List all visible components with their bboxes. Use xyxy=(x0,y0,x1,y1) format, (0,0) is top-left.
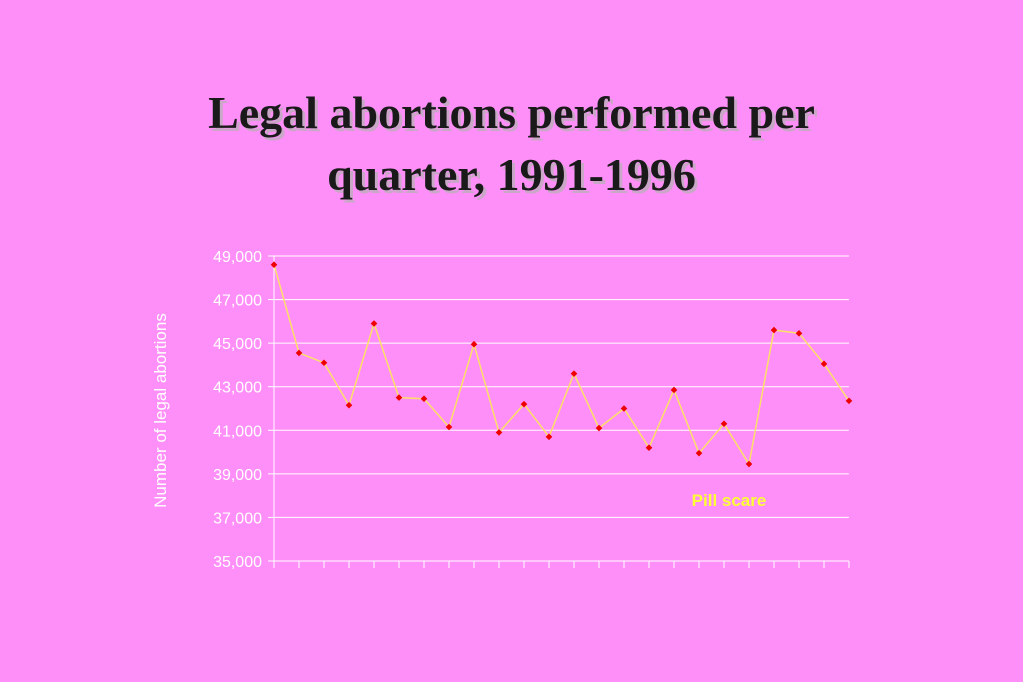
y-tick-label: 35,000 xyxy=(213,554,262,571)
y-tick-label: 49,000 xyxy=(213,249,262,266)
slide-title: Legal abortions performed per quarter, 1… xyxy=(208,87,815,200)
data-point xyxy=(395,394,403,401)
data-point xyxy=(770,326,778,334)
annotation-label: Pill scare xyxy=(692,491,767,510)
y-tick-label: 43,000 xyxy=(213,380,262,397)
data-point xyxy=(445,423,453,431)
data-point xyxy=(470,340,478,348)
y-axis-title: Number of legal abortions xyxy=(151,313,170,508)
data-point xyxy=(645,444,653,452)
data-point xyxy=(495,429,503,436)
data-point xyxy=(845,397,853,405)
data-point xyxy=(320,359,328,367)
data-point xyxy=(620,405,628,412)
y-tick-label: 45,000 xyxy=(213,336,262,353)
series-group xyxy=(270,261,853,468)
axes xyxy=(273,256,850,568)
y-tick-labels: 35,000 37,000 39,000 41,000 43,000 45,000 47,0… xyxy=(213,249,262,571)
data-point xyxy=(570,370,578,377)
data-point xyxy=(745,460,753,468)
y-tick-label: 39,000 xyxy=(213,467,262,484)
data-point xyxy=(345,401,353,409)
data-point xyxy=(720,420,728,428)
data-point xyxy=(670,386,678,394)
data-point xyxy=(595,424,603,432)
data-point xyxy=(545,433,553,441)
data-point xyxy=(420,395,428,402)
data-point xyxy=(295,349,303,357)
data-point xyxy=(695,449,703,457)
data-point xyxy=(795,330,803,337)
annotations: Pill scare xyxy=(692,491,767,510)
y-tick-label: 47,000 xyxy=(213,293,262,310)
data-point xyxy=(370,320,378,327)
data-point xyxy=(820,360,828,368)
data-point xyxy=(270,261,278,269)
data-point xyxy=(520,400,528,408)
gridlines xyxy=(268,255,849,562)
y-tick-label: 37,000 xyxy=(213,510,262,527)
series-line xyxy=(273,264,850,467)
y-tick-label: 41,000 xyxy=(213,423,262,440)
